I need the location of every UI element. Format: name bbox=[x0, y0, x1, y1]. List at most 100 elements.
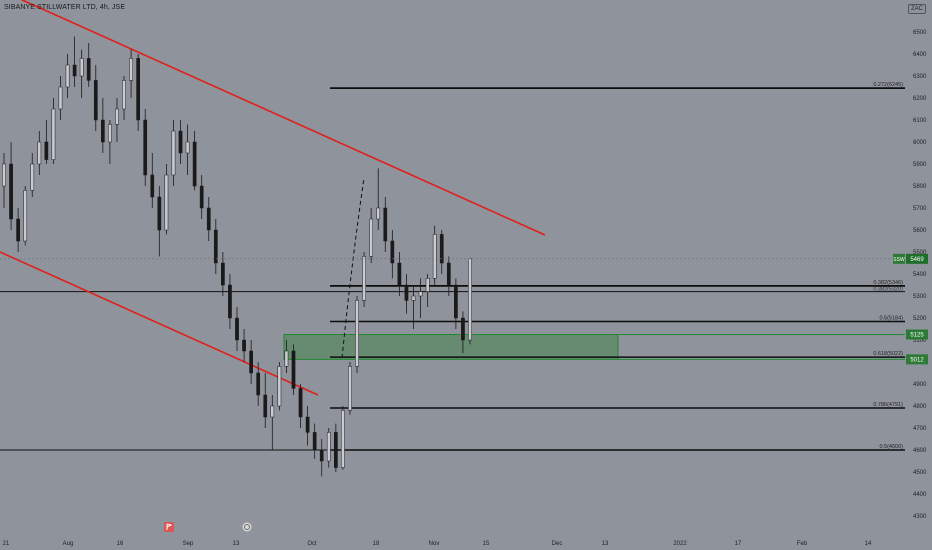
candle bbox=[16, 208, 20, 252]
candle bbox=[333, 423, 338, 472]
candle-body bbox=[305, 416, 310, 433]
time-tick-label: 13 bbox=[233, 541, 240, 547]
price-tick-label: 5300 bbox=[913, 294, 927, 300]
demand-zone-rect[interactable] bbox=[283, 334, 619, 360]
price-badges: SSW 5469 5125 5012 bbox=[893, 253, 928, 365]
candle bbox=[228, 274, 232, 329]
candle bbox=[199, 175, 204, 219]
zone-price-badge bbox=[906, 329, 928, 340]
candle-body bbox=[2, 163, 6, 187]
candle bbox=[468, 258, 472, 345]
fib-overlap-label: 0.382(5320) bbox=[873, 287, 903, 293]
candle bbox=[164, 164, 169, 235]
trendlines[interactable] bbox=[0, 0, 546, 396]
lower-trendline[interactable] bbox=[0, 251, 319, 396]
candle-body bbox=[235, 317, 239, 341]
price-tick-label: 6500 bbox=[913, 30, 927, 36]
symbol-badge bbox=[893, 253, 905, 264]
zone-price-badge bbox=[906, 354, 928, 365]
candle bbox=[72, 36, 77, 87]
candle-body bbox=[404, 284, 409, 301]
candle bbox=[235, 307, 239, 351]
price-tick-label: 6300 bbox=[913, 74, 927, 80]
time-tick-label: 13 bbox=[602, 541, 609, 547]
candle-body bbox=[284, 350, 289, 367]
candle-body bbox=[348, 366, 352, 411]
candle-body bbox=[37, 141, 42, 165]
candle-body bbox=[72, 64, 77, 77]
candle-body bbox=[468, 258, 472, 341]
price-tick-label: 4500 bbox=[913, 470, 927, 476]
time-tick-label: 17 bbox=[735, 541, 742, 547]
candle bbox=[263, 373, 268, 428]
candle-body bbox=[185, 141, 190, 154]
candle bbox=[348, 362, 352, 415]
candle bbox=[446, 256, 451, 296]
candle bbox=[86, 43, 91, 87]
price-tick-label: 5400 bbox=[913, 272, 927, 278]
zone-price-badge-text: 5012 bbox=[910, 357, 924, 363]
candle bbox=[9, 142, 13, 230]
candle bbox=[221, 252, 225, 296]
price-tick-label: 5900 bbox=[913, 162, 927, 168]
candle-body bbox=[270, 405, 275, 418]
zone-price-badge-text: 5125 bbox=[910, 333, 924, 339]
candle bbox=[37, 131, 42, 175]
candle bbox=[65, 54, 70, 98]
candle-body bbox=[446, 262, 451, 286]
candle-body bbox=[86, 58, 91, 81]
candle-body bbox=[432, 234, 437, 279]
upper-trendline[interactable] bbox=[0, 0, 546, 236]
price-tick-label: 4400 bbox=[913, 492, 927, 498]
candle-body bbox=[171, 130, 176, 176]
candle bbox=[270, 395, 275, 450]
price-tick-label: 5700 bbox=[913, 206, 927, 212]
candle-body bbox=[291, 350, 296, 389]
price-tick-label: 6400 bbox=[913, 52, 927, 58]
candle-body bbox=[206, 207, 211, 231]
time-tick-label: 21 bbox=[3, 541, 10, 547]
candle-body bbox=[298, 388, 303, 418]
time-tick-label: 18 bbox=[373, 541, 380, 547]
candle-body bbox=[79, 58, 84, 77]
candle-body bbox=[333, 432, 338, 468]
candle bbox=[93, 65, 98, 131]
fib-level-label: 0.272(6245) bbox=[873, 82, 903, 88]
candle-body bbox=[277, 366, 282, 407]
demand-zone[interactable] bbox=[283, 334, 905, 360]
candle bbox=[171, 120, 176, 186]
candle-body bbox=[461, 317, 465, 341]
target-icon[interactable] bbox=[242, 522, 252, 532]
candle bbox=[157, 186, 162, 257]
candle bbox=[376, 168, 381, 230]
candle bbox=[397, 252, 402, 296]
time-tick-label: 14 bbox=[865, 541, 872, 547]
candle-body bbox=[136, 58, 141, 121]
candle bbox=[362, 252, 366, 307]
candle bbox=[23, 186, 28, 246]
candle-body bbox=[100, 119, 105, 143]
price-tick-label: 5600 bbox=[913, 228, 927, 234]
candle-body bbox=[192, 141, 197, 187]
price-tick-label: 6200 bbox=[913, 96, 927, 102]
candle-body bbox=[164, 174, 169, 231]
price-tick-label: 4800 bbox=[913, 404, 927, 410]
fib-level-label: 0.5(4600) bbox=[879, 444, 903, 450]
currency-label[interactable]: ZAC bbox=[908, 4, 926, 14]
candle bbox=[100, 98, 105, 153]
price-axis[interactable]: 4300440045004600470048004900500051005200… bbox=[913, 30, 927, 520]
candle-body bbox=[341, 410, 345, 468]
candle bbox=[355, 296, 359, 373]
candle-body bbox=[242, 339, 246, 352]
price-tick-label: 4300 bbox=[913, 514, 927, 520]
flag-icon[interactable] bbox=[164, 522, 174, 532]
candle bbox=[277, 362, 282, 411]
candle bbox=[425, 274, 430, 307]
price-tick-label: 4900 bbox=[913, 382, 927, 388]
candle-body bbox=[150, 174, 155, 198]
candle-body bbox=[178, 130, 183, 154]
candle bbox=[291, 344, 296, 395]
time-axis[interactable]: 21 Aug 16 Sep 13 Oct 18 Nov 15 Dec 13 2022 17 Feb 14 bbox=[3, 541, 872, 547]
price-tick-label: 6000 bbox=[913, 140, 927, 146]
